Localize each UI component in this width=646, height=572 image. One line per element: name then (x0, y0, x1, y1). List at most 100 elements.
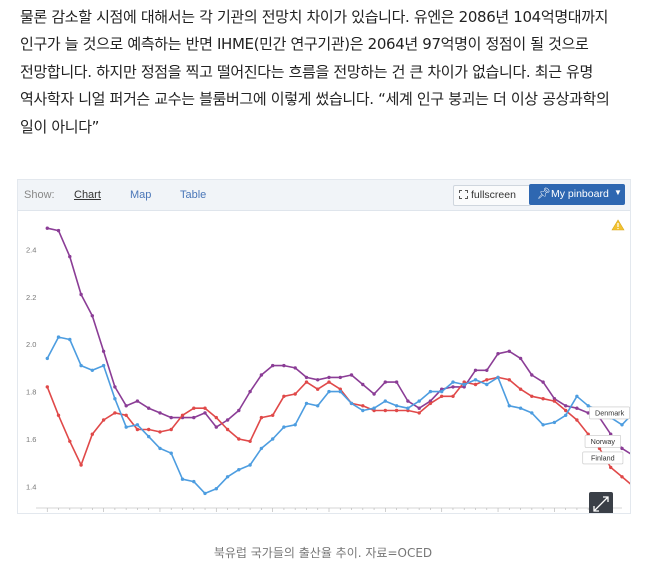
data-point[interactable] (327, 389, 331, 394)
data-point[interactable] (225, 475, 230, 479)
data-point[interactable] (338, 375, 342, 380)
data-point[interactable] (620, 475, 624, 479)
data-point[interactable] (158, 430, 162, 434)
data-point[interactable] (192, 479, 196, 484)
data-point[interactable] (417, 406, 421, 410)
data-point[interactable] (248, 463, 252, 467)
data-point[interactable] (451, 380, 455, 384)
data-point[interactable] (361, 404, 365, 408)
data-point[interactable] (282, 394, 286, 398)
data-point[interactable] (361, 382, 365, 387)
data-point[interactable] (147, 406, 151, 410)
data-point[interactable] (316, 404, 320, 408)
data-point[interactable] (248, 389, 252, 394)
expand-icon[interactable] (589, 492, 613, 513)
data-point[interactable] (473, 378, 478, 382)
data-point[interactable] (383, 408, 387, 413)
data-point[interactable] (169, 451, 173, 455)
data-point[interactable] (158, 446, 162, 451)
data-point[interactable] (575, 418, 579, 422)
data-point[interactable] (507, 378, 511, 382)
data-point[interactable] (79, 292, 83, 297)
data-point[interactable] (113, 385, 117, 389)
data-point[interactable] (338, 387, 342, 391)
data-point[interactable] (440, 389, 444, 394)
data-point[interactable] (530, 411, 534, 415)
data-point[interactable] (45, 356, 49, 361)
data-point[interactable] (124, 425, 128, 429)
data-point[interactable] (327, 380, 331, 384)
data-point[interactable] (349, 401, 354, 406)
data-point[interactable] (293, 392, 297, 396)
data-point[interactable] (361, 408, 365, 413)
data-point[interactable] (541, 397, 545, 401)
data-point[interactable] (507, 349, 511, 353)
data-point[interactable] (372, 392, 376, 396)
data-point[interactable] (214, 415, 218, 420)
data-point[interactable] (237, 408, 241, 413)
data-point[interactable] (609, 465, 613, 470)
data-point[interactable] (417, 399, 421, 403)
data-point[interactable] (248, 439, 252, 443)
data-point[interactable] (237, 468, 241, 472)
data-point[interactable] (541, 380, 545, 384)
data-point[interactable] (79, 463, 83, 467)
data-point[interactable] (68, 439, 72, 443)
series-line-denmark[interactable] (47, 227, 630, 455)
data-point[interactable] (304, 375, 309, 380)
data-point[interactable] (192, 406, 196, 410)
data-point[interactable] (56, 228, 61, 233)
tab-chart[interactable]: Chart (74, 189, 101, 201)
data-point[interactable] (101, 418, 106, 422)
data-point[interactable] (462, 385, 466, 389)
data-point[interactable] (45, 385, 49, 389)
data-point[interactable] (259, 373, 264, 377)
data-point[interactable] (541, 423, 545, 427)
data-point[interactable] (440, 394, 444, 398)
tab-table[interactable]: Table (180, 189, 207, 201)
data-point[interactable] (304, 380, 309, 384)
data-point[interactable] (214, 425, 218, 429)
data-point[interactable] (135, 423, 140, 427)
data-point[interactable] (203, 491, 207, 496)
data-point[interactable] (496, 352, 500, 356)
data-point[interactable] (485, 368, 489, 372)
data-point[interactable] (135, 427, 140, 432)
data-point[interactable] (147, 434, 151, 439)
data-point[interactable] (282, 363, 286, 368)
data-point[interactable] (237, 437, 241, 441)
data-point[interactable] (225, 418, 230, 422)
data-point[interactable] (101, 363, 106, 368)
data-point[interactable] (530, 394, 534, 398)
data-point[interactable] (169, 427, 173, 432)
data-point[interactable] (575, 406, 579, 410)
data-point[interactable] (406, 406, 410, 410)
data-point[interactable] (462, 382, 466, 387)
data-point[interactable] (518, 356, 523, 361)
data-point[interactable] (45, 226, 49, 230)
data-point[interactable] (293, 366, 297, 370)
data-point[interactable] (564, 408, 568, 413)
data-point[interactable] (485, 378, 489, 382)
data-point[interactable] (473, 368, 478, 372)
data-point[interactable] (135, 399, 140, 403)
data-point[interactable] (485, 382, 489, 387)
data-point[interactable] (90, 432, 95, 436)
data-point[interactable] (428, 401, 433, 406)
warning-icon[interactable] (611, 219, 625, 231)
data-point[interactable] (451, 394, 455, 398)
data-point[interactable] (180, 477, 185, 481)
data-point[interactable] (564, 404, 568, 408)
data-point[interactable] (304, 401, 309, 406)
data-point[interactable] (383, 380, 387, 384)
fullscreen-button[interactable]: fullscreen (453, 185, 531, 206)
data-point[interactable] (451, 385, 455, 389)
data-point[interactable] (327, 375, 331, 380)
data-point[interactable] (428, 389, 433, 394)
data-point[interactable] (79, 363, 83, 368)
data-point[interactable] (90, 314, 95, 318)
data-point[interactable] (68, 254, 72, 259)
data-point[interactable] (586, 411, 590, 415)
data-point[interactable] (203, 411, 207, 415)
data-point[interactable] (124, 404, 128, 408)
